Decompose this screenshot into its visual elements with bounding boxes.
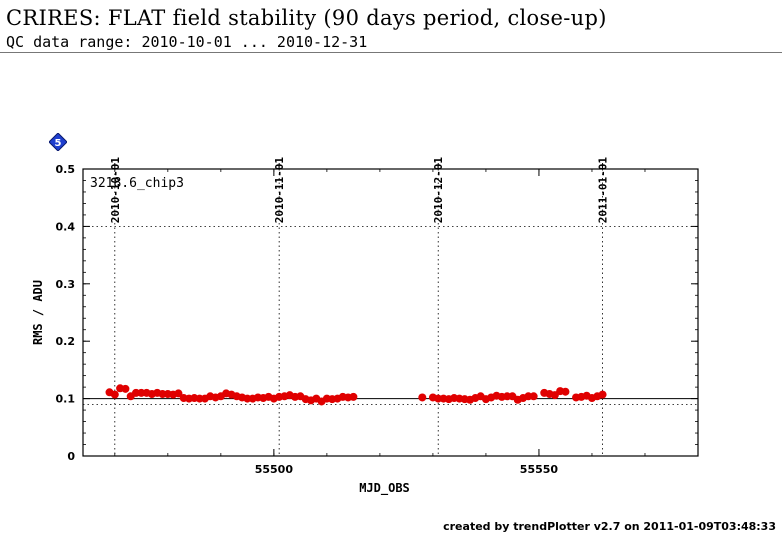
data-point [529,392,538,401]
panel-label: 3218.6_chip3 [90,176,184,191]
y-tick-label: 0.2 [56,335,76,348]
y-axis-label: RMS / ADU [31,280,45,345]
diamond-badge-icon: 5 [49,133,67,151]
y-tick-label: 0.3 [56,278,76,291]
trend-chart: 2010-10-01 2010-11-01 2010-12-01 2011-01-01… [31,157,699,496]
footer-credit: created by trendPlotter v2.7 on 2011-01-… [443,520,776,533]
qc-data-range: QC data range: 2010-10-01 ... 2010-12-31 [6,33,368,51]
y-tick-label: 0.4 [56,220,76,233]
y-tick-label: 0.1 [56,393,76,406]
data-point [110,390,119,399]
x-tick-label: 55500 [255,463,294,476]
data-point [121,384,130,393]
date-tick-label: 2010-11-01 [273,157,286,224]
header-divider [0,52,782,53]
data-point [561,387,570,396]
data-point [349,392,358,401]
x-axis-label: MJD_OBS [359,481,410,496]
date-tick-label: 2010-10-01 [109,157,122,224]
y-tick-label: 0 [67,450,75,463]
x-tick-label: 55550 [520,463,559,476]
date-tick-label: 2010-12-01 [432,157,445,224]
data-point [174,389,183,398]
badge-number: 5 [55,138,62,149]
plot-frame [82,168,699,457]
data-point [598,390,607,399]
date-tick-label: 2011-01-01 [597,157,610,224]
page-title: CRIRES: FLAT field stability (90 days pe… [6,6,607,30]
y-tick-label: 0.5 [56,163,76,176]
data-point [418,393,427,402]
